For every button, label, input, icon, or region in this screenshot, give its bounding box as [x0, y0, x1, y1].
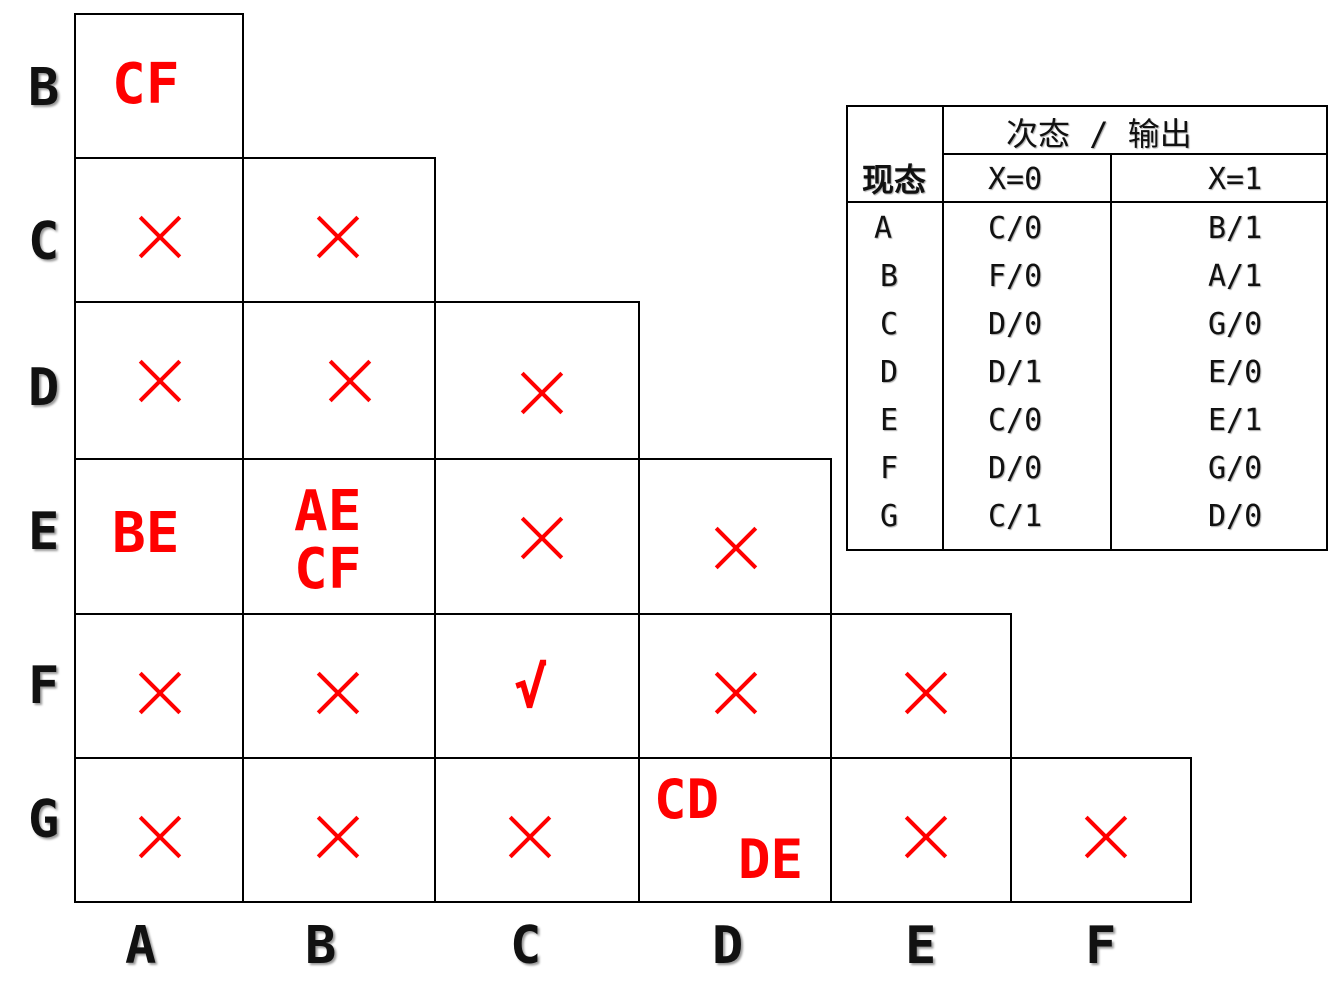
row-label-b: B	[28, 58, 60, 118]
implied-pair: DE	[738, 828, 804, 891]
col-label-b: B	[305, 916, 337, 976]
cross-mark	[508, 815, 552, 859]
cross-mark	[138, 215, 182, 259]
cell-e-c	[434, 458, 640, 615]
next-x0-cell: F/0	[988, 259, 1043, 294]
next-x0-cell: D/0	[988, 451, 1043, 486]
cell-f-e	[830, 613, 1012, 759]
cell-g-d: CD DE	[638, 757, 832, 903]
cross-mark	[904, 671, 948, 715]
cross-mark	[714, 526, 758, 570]
cell-g-a	[74, 757, 244, 903]
cell-g-b	[242, 757, 436, 903]
cell-e-d	[638, 458, 832, 615]
cell-e-b: AE CF	[242, 458, 436, 615]
next-x1-cell: A/1	[1208, 259, 1263, 294]
cell-c-a	[74, 157, 244, 303]
cross-mark	[904, 815, 948, 859]
next-x0-cell: C/1	[988, 499, 1043, 534]
state-cell: B	[880, 259, 899, 294]
cross-mark	[328, 359, 372, 403]
row-label-e: E	[28, 502, 60, 562]
next-x0-cell: D/0	[988, 307, 1043, 342]
check-mark: √	[514, 656, 548, 721]
implied-pair: BE	[112, 501, 180, 566]
cell-f-a	[74, 613, 244, 759]
next-x0-cell: C/0	[988, 403, 1043, 438]
state-cell: D	[880, 355, 899, 390]
implied-pair: AE	[294, 479, 362, 544]
next-x1-cell: E/0	[1208, 355, 1263, 390]
table-divider	[1110, 153, 1112, 551]
state-cell: A	[874, 211, 893, 246]
x0-header: X=0	[988, 162, 1043, 197]
cell-f-c: √	[434, 613, 640, 759]
next-x1-cell: D/0	[1208, 499, 1263, 534]
implied-pair: CD	[654, 768, 720, 831]
next-x1-cell: G/0	[1208, 451, 1263, 486]
next-x1-cell: G/0	[1208, 307, 1263, 342]
cell-c-b	[242, 157, 436, 303]
row-label-c: C	[28, 212, 60, 272]
table-divider	[942, 153, 1328, 155]
x1-header: X=1	[1208, 162, 1263, 197]
cross-mark	[138, 815, 182, 859]
col-label-a: A	[125, 916, 157, 976]
cross-mark	[316, 671, 360, 715]
implied-pair: CF	[294, 537, 362, 602]
cell-d-b	[242, 301, 436, 460]
col-label-c: C	[510, 916, 542, 976]
col-label-f: F	[1085, 916, 1117, 976]
col-label-e: E	[905, 916, 937, 976]
next-x1-cell: B/1	[1208, 211, 1263, 246]
cell-b-a: CF	[74, 13, 244, 159]
cross-mark	[316, 215, 360, 259]
cell-f-d	[638, 613, 832, 759]
state-table-border	[846, 105, 1328, 551]
state-cell: G	[880, 499, 899, 534]
cell-g-e	[830, 757, 1012, 903]
cell-d-a	[74, 301, 244, 460]
col-label-d: D	[712, 916, 744, 976]
cross-mark	[520, 371, 564, 415]
table-divider	[846, 201, 1328, 203]
cross-mark	[714, 671, 758, 715]
present-state-header: 现态	[862, 161, 927, 199]
next-x0-cell: D/1	[988, 355, 1043, 390]
cell-g-c	[434, 757, 640, 903]
row-label-g: G	[28, 790, 60, 850]
cross-mark	[138, 359, 182, 403]
next-x0-cell: C/0	[988, 211, 1043, 246]
cell-d-c	[434, 301, 640, 460]
cross-mark	[1084, 815, 1128, 859]
state-cell: F	[880, 451, 899, 486]
cross-mark	[316, 815, 360, 859]
row-label-d: D	[28, 358, 60, 418]
cell-f-b	[242, 613, 436, 759]
row-label-f: F	[28, 656, 60, 716]
next-state-output-header: 次态 / 输出	[1006, 115, 1192, 153]
cell-e-a: BE	[74, 458, 244, 615]
cell-g-f	[1010, 757, 1192, 903]
cross-mark	[138, 671, 182, 715]
state-cell: C	[880, 307, 899, 342]
table-divider	[942, 105, 944, 551]
implied-pair: CF	[112, 52, 180, 117]
state-cell: E	[880, 403, 899, 438]
cross-mark	[520, 516, 564, 560]
next-x1-cell: E/1	[1208, 403, 1263, 438]
